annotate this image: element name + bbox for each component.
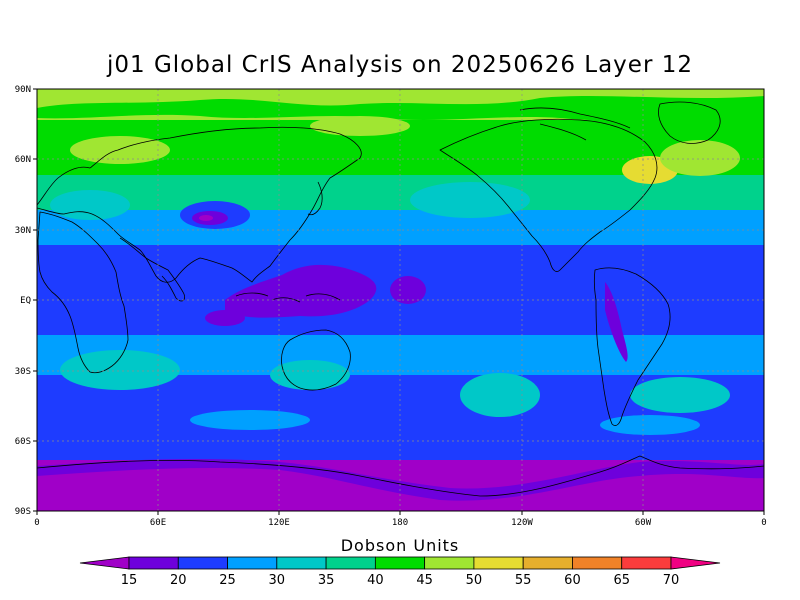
europe-cyan-patch (50, 190, 130, 220)
colorbar-level-label: 55 (515, 573, 532, 588)
australia-cyan-patch (270, 360, 350, 390)
south-atlantic-cyan-patch (630, 377, 730, 413)
colorbar-segment (276, 556, 327, 570)
coastline-north-america (439, 118, 658, 272)
coastline-south-america (593, 267, 671, 426)
coastline-greenland (658, 101, 721, 144)
coastlines (37, 101, 764, 497)
map-gridlines (37, 89, 764, 511)
lon-label-0-right: 0 (761, 518, 766, 528)
coastline-australia (281, 329, 351, 391)
pacific-cyan-patch (410, 182, 530, 218)
page-title: j01 Global CrIS Analysis on 20250626 Lay… (107, 52, 693, 78)
colorbar-segment (177, 556, 228, 570)
south-pacific-cyan-patch (460, 373, 540, 417)
coastline-europe-asia (37, 126, 362, 283)
colorbar-level-label: 15 (121, 573, 138, 588)
colorbar-segment (424, 556, 475, 570)
lon-label-180: 180 (392, 518, 408, 528)
colorbar-segment (128, 556, 179, 570)
siberia-lightgreen-patch (70, 136, 170, 164)
lat-label-60s: 60S (15, 437, 31, 447)
lat-label-eq: EQ (20, 296, 31, 306)
coastline-antarctica (37, 455, 764, 497)
colorbar: 15 20 25 30 35 40 45 50 55 60 65 70 (79, 556, 721, 588)
colorbar-segment (621, 556, 672, 570)
colorbar-segment (473, 556, 524, 570)
colorbar-segment (227, 556, 278, 570)
coastline-maritime (235, 292, 341, 303)
lon-label-120e: 120E (268, 518, 290, 528)
colorbar-level-label: 50 (466, 573, 483, 588)
coastline-africa (37, 211, 129, 374)
colorbar-level-label: 60 (564, 573, 581, 588)
colorbar-over-triangle (670, 556, 721, 570)
colorbar-segment (325, 556, 376, 570)
colorbar-level-label: 30 (269, 573, 286, 588)
indian-ocean-purple-patch (205, 310, 245, 326)
north-atlantic-lightgreen-patch (660, 140, 740, 176)
lat-label-30s: 30S (15, 367, 31, 377)
lat-label-30n: 30N (15, 226, 31, 236)
lon-label-60w: 60W (635, 518, 652, 528)
north-polar-green-patches (37, 96, 764, 122)
andes-purple-strip (605, 282, 628, 362)
coastline-arctic-islands (519, 107, 631, 141)
antarctic-core (37, 467, 764, 511)
colorbar-level-label: 20 (170, 573, 187, 588)
maritime-continent-purple (225, 264, 377, 318)
colorbar-level-label: 25 (219, 573, 236, 588)
coastline-japan (307, 181, 323, 216)
colorbar-level-label: 40 (367, 573, 384, 588)
colorbar-level-label: 45 (416, 573, 433, 588)
lon-label-60e: 60E (150, 518, 166, 528)
tibet-magenta-core (199, 215, 213, 221)
colorbar-segment (374, 556, 426, 570)
southern-ocean-lightblue-2 (600, 415, 700, 435)
lat-label-90n: 90N (15, 85, 31, 95)
pacific-lightgreen-patch (310, 116, 410, 136)
colorbar-level-label: 70 (663, 573, 680, 588)
lat-label-60n: 60N (15, 155, 31, 165)
lat-label-90s: 90S (15, 507, 31, 517)
coastline-arabia-india (119, 237, 185, 302)
southern-ocean-lightblue-1 (190, 410, 310, 430)
ozone-field (37, 89, 764, 511)
colorbar-level-label: 65 (613, 573, 630, 588)
colorbar-segment (522, 556, 573, 570)
lon-label-120w: 120W (511, 518, 533, 528)
colorbar-title: Dobson Units (340, 536, 460, 555)
colorbar-level-label: 35 (318, 573, 335, 588)
axis-ticks (33, 88, 765, 515)
colorbar-segment (572, 556, 623, 570)
pacific-purple-patch (390, 276, 426, 304)
colorbar-under-triangle (79, 556, 130, 570)
south-indian-cyan-patch (60, 350, 180, 390)
band-subtropics-north (37, 210, 764, 250)
lon-label-0-left: 0 (34, 518, 39, 528)
